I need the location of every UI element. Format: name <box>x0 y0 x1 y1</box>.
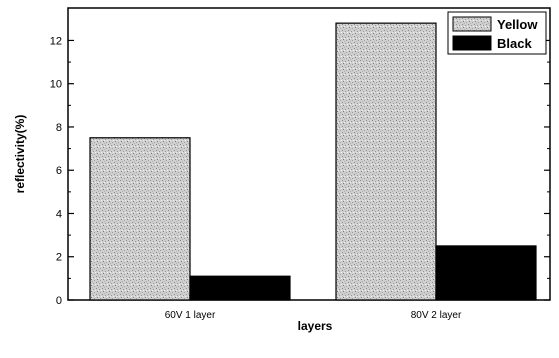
legend: Yellow Black <box>447 11 547 55</box>
y-tick-label: 2 <box>56 252 62 264</box>
y-axis: 0 2 4 6 8 10 12 <box>50 35 550 307</box>
y-tick-label: 6 <box>56 165 62 177</box>
bar-black-2 <box>435 245 537 301</box>
y-tick-label: 12 <box>50 35 62 47</box>
bar-yellow-2 <box>335 22 437 301</box>
y-tick-label: 8 <box>56 122 62 134</box>
bar-black-1 <box>189 275 291 301</box>
y-axis-title: reflectivity(%) <box>13 115 27 194</box>
x-axis: 60V 1 layer 80V 2 layer <box>165 294 462 321</box>
y-tick-label: 10 <box>50 79 62 91</box>
x-category-label: 60V 1 layer <box>165 310 216 321</box>
plot-frame <box>67 7 551 301</box>
plot-area <box>67 7 551 301</box>
bars <box>89 22 537 301</box>
x-axis-title: layers <box>298 319 333 333</box>
bar-yellow-1 <box>89 137 191 301</box>
legend-swatch-black <box>452 35 492 51</box>
legend-swatch-yellow <box>452 16 492 32</box>
y-tick-label: 4 <box>56 208 62 220</box>
x-category-label: 80V 2 layer <box>411 310 462 321</box>
legend-label-yellow: Yellow <box>497 17 538 32</box>
y-tick-label: 0 <box>56 295 62 307</box>
legend-label-black: Black <box>497 36 532 51</box>
